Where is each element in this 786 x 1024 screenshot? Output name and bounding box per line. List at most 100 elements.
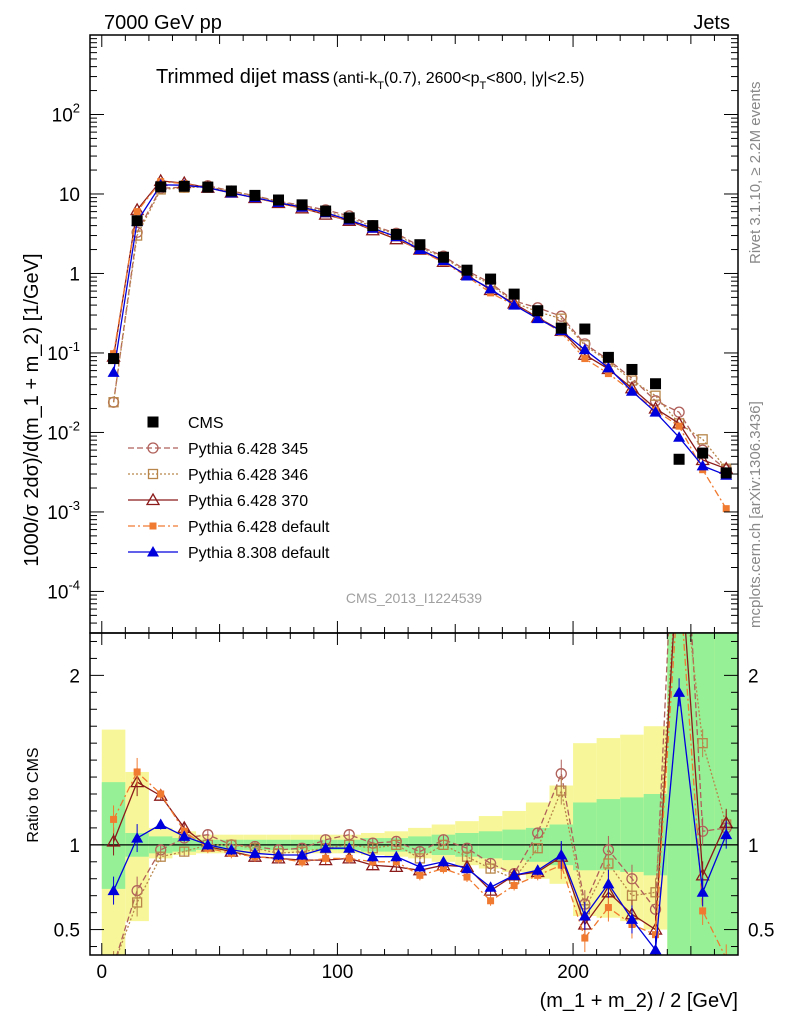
ratio-point (343, 842, 356, 853)
data-point (155, 181, 167, 193)
data-point (273, 194, 285, 206)
data-point (532, 305, 544, 317)
uncertainty-band-green (596, 799, 621, 871)
ratio-point (369, 858, 377, 866)
uncertainty-band-green (573, 802, 597, 871)
data-point (626, 375, 638, 386)
data-point (581, 355, 589, 363)
ratio-point (532, 827, 544, 839)
ratio-point (109, 960, 119, 970)
ratio-point (649, 943, 662, 955)
series-pythia-8-308-default (107, 178, 733, 480)
ratio-point (155, 851, 166, 862)
ratio-point (109, 961, 118, 970)
series-cms (108, 180, 732, 479)
legend-marker (147, 468, 159, 480)
ratio-point (157, 790, 165, 798)
ratio-point (201, 838, 214, 850)
y-tick-label: 10-2 (47, 418, 80, 444)
ratio-point (391, 839, 402, 850)
ratio-point (722, 954, 730, 955)
legend-marker (147, 546, 159, 557)
ratio-y-tick-label-right: 0.5 (748, 921, 774, 942)
ratio-panel: 0 100 200 0.5 0.5 1 1 2 2 (54, 534, 774, 983)
legend: CMS Pythia 6.428 345 Pythia 6.428 346 Pythi… (128, 415, 330, 562)
data-point (675, 422, 683, 430)
ratio-point (461, 862, 474, 874)
data-point (296, 199, 308, 211)
ratio-point (626, 890, 638, 901)
ratio-point (720, 828, 733, 840)
data-point (437, 251, 449, 263)
ratio-point (322, 854, 330, 862)
data-point (107, 366, 120, 377)
ratio-point (602, 877, 615, 889)
data-point (696, 459, 709, 471)
ratio-point (699, 907, 707, 915)
data-point (484, 282, 497, 294)
ratio-y-tick-label-right: 1 (748, 836, 759, 857)
data-point (649, 406, 662, 417)
data-point (650, 390, 661, 401)
ratio-point (487, 897, 495, 905)
data-point (202, 181, 214, 193)
ratio-point (390, 850, 403, 862)
ratio-point (439, 865, 447, 873)
analysis-watermark: CMS_2013_I1224539 (346, 590, 482, 606)
ratio-point (697, 825, 709, 837)
data-point (108, 397, 119, 408)
ratio-point (110, 815, 118, 823)
ratio-point (556, 785, 567, 796)
title-sub: (anti-k (333, 70, 378, 87)
title-sub-t: T (377, 80, 384, 92)
ratio-point (625, 913, 638, 924)
ratio-point (392, 858, 400, 866)
legend-marker (149, 522, 157, 530)
legend-entry: CMS (147, 415, 224, 432)
x-tick-label: 100 (322, 962, 354, 983)
ratio-point (178, 830, 191, 841)
ratio-point (675, 535, 684, 544)
ratio-point (652, 931, 660, 939)
ratio-line (116, 633, 727, 955)
ratio-point (416, 871, 424, 879)
ratio-ylabel: Ratio to CMS (25, 747, 42, 842)
uncertainty-band-green (714, 633, 738, 955)
data-point (604, 370, 612, 378)
ratio-point (531, 864, 544, 875)
ratio-point (603, 858, 614, 869)
ratio-point (131, 832, 144, 843)
data-point (697, 447, 709, 459)
ratio-point (343, 829, 355, 841)
ratio-point (510, 882, 518, 890)
title-main: Trimmed dijet mass (156, 66, 330, 88)
data-point (131, 215, 143, 227)
data-point (390, 228, 402, 240)
legend-label: Pythia 6.428 default (188, 519, 330, 536)
legend-label: CMS (188, 415, 224, 432)
data-point (722, 505, 730, 513)
ratio-point (532, 843, 543, 854)
data-point (133, 208, 141, 216)
ratio-point (319, 842, 332, 853)
data-point (508, 299, 521, 310)
ratio-point (107, 884, 120, 896)
series-pythia-6-428-default (110, 178, 730, 513)
ratio-y-tick-label: 1 (69, 836, 80, 857)
ratio-point (438, 839, 449, 850)
title-sub-b: (0.7), 2600<p (384, 70, 480, 87)
y-tick-label: 10 (59, 185, 80, 206)
ratio-y-tick-label-right: 2 (748, 666, 759, 687)
ratio-point (673, 686, 686, 697)
legend-label: Pythia 6.428 345 (188, 441, 308, 458)
ratio-point (673, 534, 685, 545)
ratio-point (179, 846, 190, 857)
data-point (108, 353, 120, 365)
ratio-series (106, 534, 734, 970)
ratio-y-tick-label: 0.5 (54, 921, 80, 942)
y-tick-label: 10-4 (47, 577, 80, 603)
ratio-point (604, 904, 612, 912)
ratio-point (555, 849, 568, 860)
data-point (673, 431, 686, 442)
